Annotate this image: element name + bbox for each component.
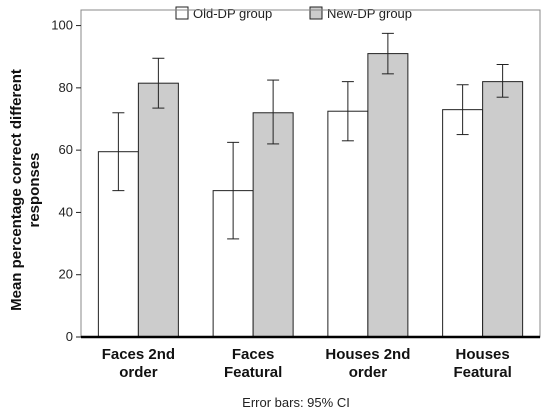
y-tick-label: 40 xyxy=(59,204,73,219)
bar xyxy=(327,110,369,338)
y-axis-title-line-2: responses xyxy=(26,152,43,227)
x-tick-label: order xyxy=(349,364,388,381)
x-tick-label: Faces xyxy=(232,346,275,363)
bar xyxy=(137,82,179,338)
bar xyxy=(252,112,294,338)
y-tick-label: 60 xyxy=(59,142,73,157)
legend-label-new-dp: New-DP group xyxy=(327,6,412,21)
y-tick-label: 80 xyxy=(59,80,73,95)
error-bar-caption: Error bars: 95% CI xyxy=(242,395,350,410)
y-tick-label: 20 xyxy=(59,267,73,282)
x-tick-label: Houses 2nd xyxy=(325,346,410,363)
y-tick-label: 0 xyxy=(66,329,73,344)
x-tick-label: Houses xyxy=(456,346,510,363)
legend: Old-DP group New-DP group xyxy=(175,6,412,21)
legend-label-old-dp: Old-DP group xyxy=(193,6,272,21)
x-tick-label: Faces 2nd xyxy=(102,346,175,363)
y-tick-label: 100 xyxy=(51,18,73,33)
x-tick-label: Featural xyxy=(224,364,282,381)
bar xyxy=(367,53,409,338)
x-tick-label: order xyxy=(119,364,158,381)
legend-swatch-old-dp xyxy=(175,6,189,20)
bar xyxy=(442,109,484,338)
x-tick-label: Featural xyxy=(453,364,511,381)
y-axis-title-line-1: Mean percentage correct different xyxy=(8,69,25,311)
bar xyxy=(482,81,524,338)
legend-swatch-new-dp xyxy=(309,6,323,20)
